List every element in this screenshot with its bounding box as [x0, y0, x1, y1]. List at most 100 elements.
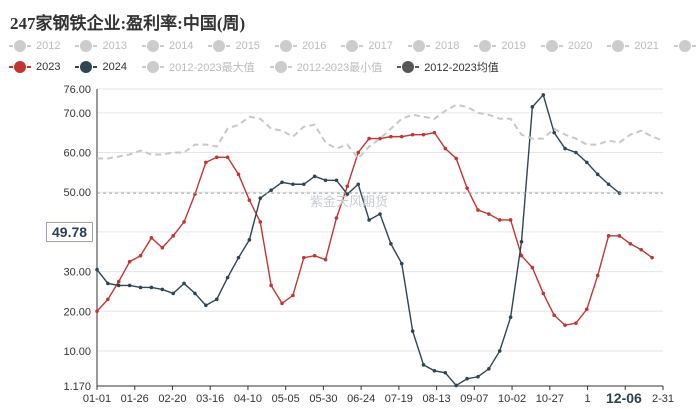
data-point-2023 — [595, 273, 600, 278]
data-point-2023 — [389, 134, 393, 139]
data-point-2024 — [432, 368, 437, 373]
data-point-2023 — [138, 253, 143, 258]
watermark: 紫金天风期货 — [310, 194, 389, 209]
legend-swatch-icon — [74, 61, 98, 73]
data-point-2023 — [214, 155, 219, 160]
data-point-2023 — [345, 184, 350, 189]
legend-row-1: 2012 2013 2014 2015 2016 2017 2018 2019 2020 2021… — [8, 38, 700, 52]
legend-swatch-icon — [74, 40, 98, 52]
data-point-2024 — [345, 192, 350, 196]
data-point-2024 — [519, 240, 524, 244]
data-point-2023 — [106, 297, 110, 302]
data-point-2023 — [225, 155, 230, 160]
data-point-2024 — [236, 255, 241, 260]
legend-row-2: 2023 2024 2012-2023最大值 2012-2023最小值 2012-202… — [8, 59, 513, 75]
legend-label: 2012 — [36, 40, 61, 52]
y-tick-label: 10.00 — [63, 346, 91, 358]
data-point-2024 — [116, 283, 121, 288]
data-point-2023 — [639, 247, 644, 252]
legend-item-2012-2023均值[interactable]: 2012-2023均值 — [396, 59, 499, 75]
data-point-2023 — [302, 255, 306, 260]
data-point-2023 — [269, 283, 273, 288]
legend-item-2018[interactable]: 2018 — [407, 40, 459, 52]
data-point-2023 — [465, 186, 469, 191]
data-point-2023 — [247, 198, 252, 202]
data-point-2024 — [258, 196, 263, 200]
data-point-2024 — [302, 182, 306, 187]
data-point-2024 — [421, 363, 426, 367]
data-point-2023 — [541, 291, 546, 296]
data-point-2024 — [291, 182, 295, 187]
legend-item-2012[interactable]: 2012 — [8, 40, 60, 52]
x-tick-label: 05-30 — [309, 393, 337, 405]
legend-item-2023[interactable]: 2023 — [8, 61, 60, 73]
data-point-2023 — [530, 265, 535, 270]
data-point-2023 — [497, 218, 502, 222]
legend-item-2012-2023最大值[interactable]: 2012-2023最大值 — [141, 59, 255, 75]
legend-label: 2012-2023最小值 — [296, 62, 383, 74]
legend-item-2016[interactable]: 2016 — [274, 40, 326, 52]
legend-label: 2012-2023均值 — [424, 62, 499, 74]
data-point-2024 — [389, 241, 393, 246]
data-point-2024 — [563, 146, 567, 151]
y-tick-label: 30.00 — [63, 267, 91, 279]
legend-item-2014[interactable]: 2014 — [141, 40, 193, 52]
data-point-2024 — [182, 281, 186, 286]
series-line-2023 — [96, 131, 653, 326]
legend-label: 2024 — [102, 61, 127, 73]
legend-item-2013[interactable]: 2013 — [74, 40, 127, 52]
data-point-2023 — [443, 146, 448, 151]
data-point-2024 — [378, 212, 382, 216]
chart-title: 247家钢铁企业:盈利率:中国(周) — [10, 14, 246, 33]
legend-label: 2017 — [368, 40, 393, 52]
legend-item-2012-2023最小值[interactable]: 2012-2023最小值 — [269, 59, 383, 75]
legend-swatch-icon — [540, 40, 564, 52]
y-tick-label: 70.00 — [63, 108, 91, 120]
data-point-2024 — [356, 182, 361, 187]
legend-item-2024[interactable]: 2024 — [74, 61, 127, 73]
data-point-2024 — [127, 283, 132, 288]
data-point-2024 — [106, 281, 110, 286]
legend-item-2015[interactable]: 2015 — [207, 40, 260, 52]
data-point-2023 — [378, 136, 382, 141]
x-tick-label: 04-10 — [234, 393, 262, 405]
data-point-2023 — [617, 234, 622, 238]
x-tick-label: 10-02 — [498, 393, 526, 405]
data-point-2024 — [312, 174, 317, 179]
data-point-2024 — [193, 291, 197, 296]
y-tick-label: 20.00 — [63, 306, 91, 318]
data-point-2024 — [247, 238, 252, 242]
y-tick-label: 1.170 — [63, 381, 91, 393]
data-point-2023 — [160, 245, 165, 250]
legend-swatch-icon — [274, 40, 298, 52]
data-point-2024 — [399, 261, 404, 266]
x-tick-label: 1 — [584, 393, 590, 405]
legend-item-2020[interactable]: 2020 — [540, 40, 592, 52]
data-point-2023 — [519, 253, 524, 258]
data-point-2024 — [149, 285, 154, 290]
data-point-2024 — [465, 376, 469, 381]
data-point-2023 — [258, 220, 263, 224]
x-tick-label: 2-31 — [652, 393, 674, 405]
data-point-2023 — [410, 132, 415, 137]
legend-swatch-icon — [340, 40, 364, 52]
legend-item-2017[interactable]: 2017 — [340, 40, 393, 52]
data-point-2024 — [497, 349, 502, 353]
legend-label: 2015 — [235, 40, 260, 52]
legend-swatch-icon — [141, 40, 165, 52]
data-point-2023 — [628, 241, 633, 246]
x-tick-label: 06-24 — [347, 393, 375, 405]
data-point-2023 — [95, 309, 99, 314]
legend-item-2021[interactable]: 2021 — [606, 40, 659, 52]
legend-item-2019[interactable]: 2019 — [473, 40, 526, 52]
data-point-2023 — [367, 136, 371, 141]
legend-swatch-icon — [673, 40, 697, 52]
legend-label: 2023 — [36, 61, 61, 73]
legend-item-2022[interactable]: 2022 — [673, 40, 700, 52]
legend-swatch-icon — [606, 40, 630, 52]
legend-label: 2013 — [102, 40, 127, 52]
data-point-2024 — [454, 383, 458, 388]
data-point-2024 — [334, 178, 339, 183]
y-tick-label: 76.00 — [63, 84, 91, 96]
data-point-2023 — [149, 236, 154, 240]
